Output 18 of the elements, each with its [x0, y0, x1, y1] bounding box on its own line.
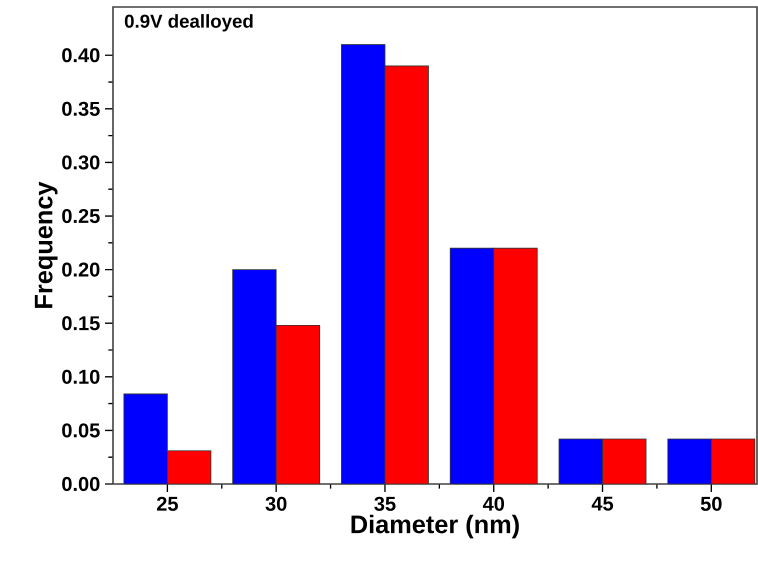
x-tick-label: 25 — [156, 496, 178, 511]
y-tick-label: 0.25 — [62, 208, 100, 224]
y-tick-label: 0.15 — [62, 316, 100, 330]
y-tick-label: 0.35 — [62, 102, 100, 116]
x-axis-title: Diameter (nm) — [352, 514, 519, 538]
y-tick-label: 0.40 — [62, 48, 100, 62]
y-tick-label: 0.30 — [62, 155, 100, 170]
y-tick-label: 0.00 — [62, 476, 100, 492]
x-tick-label: 30 — [266, 496, 286, 511]
x-tick-label: 50 — [700, 496, 722, 511]
y-tick-label: 0.10 — [62, 370, 100, 384]
y-tick-label: 0.05 — [62, 423, 100, 438]
x-tick-label: 35 — [374, 496, 396, 511]
x-tick-label: 45 — [592, 496, 614, 511]
annotation: 0.9V dealloyed — [124, 14, 253, 32]
y-axis-title: Frequency — [34, 182, 58, 308]
x-tick-label: 40 — [482, 496, 504, 511]
y-tick-label: 0.20 — [62, 262, 100, 277]
